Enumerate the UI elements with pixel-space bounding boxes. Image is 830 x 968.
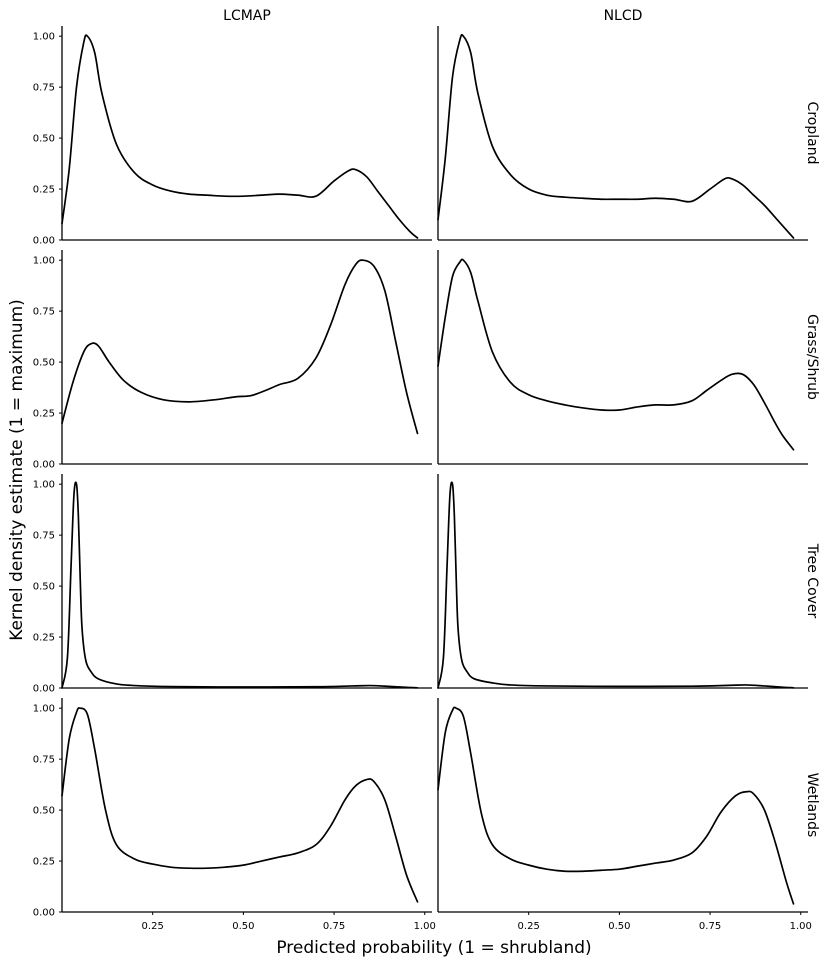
x-tick-label: 0.75	[699, 921, 721, 932]
row-label-tree-cover: Tree Cover	[804, 543, 820, 619]
density-curve-lcmap-cropland	[61, 34, 419, 239]
density-curve-lcmap-tree-cover	[61, 481, 419, 689]
y-tick-label: 0.75	[33, 531, 55, 542]
y-tick-label: 1.00	[33, 256, 55, 267]
y-tick-label: 0.50	[33, 582, 55, 593]
y-tick-label: 0.75	[33, 307, 55, 318]
y-tick-label: 1.00	[33, 32, 55, 43]
y-tick-label: 0.00	[33, 460, 55, 471]
density-curve-nlcd-cropland	[437, 33, 795, 239]
x-tick-label: 0.25	[142, 921, 164, 932]
x-tick-label: 1.00	[414, 921, 436, 932]
y-tick-label: 0.75	[33, 755, 55, 766]
row-label-wetlands: Wetlands	[804, 773, 820, 838]
panel-nlcd-tree-cover	[437, 474, 808, 689]
y-tick-label: 0.50	[33, 358, 55, 369]
panel-lcmap-tree-cover: 0.00 0.25 0.50 0.75 1.00	[33, 474, 432, 695]
y-tick-label: 0.25	[33, 185, 55, 196]
y-tick-label: 0.00	[33, 236, 55, 247]
panel-lcmap-wetlands: 0.00 0.25 0.50 0.75 1.00 0.25 0.50 0.75 1.00	[33, 698, 436, 932]
column-label-nlcd: NLCD	[604, 8, 643, 24]
x-tick-label: 0.75	[323, 921, 345, 932]
panel-nlcd-grass-shrub	[437, 250, 808, 465]
y-tick-label: 0.50	[33, 134, 55, 145]
panel-nlcd-wetlands: 0.25 0.50 0.75 1.00	[437, 698, 812, 932]
density-curve-nlcd-tree-cover	[437, 481, 795, 689]
density-curve-nlcd-wetlands	[437, 706, 795, 905]
y-tick-label: 0.25	[33, 409, 55, 420]
x-tick-label: 0.50	[608, 921, 630, 932]
y-tick-label: 0.00	[33, 684, 55, 695]
panel-nlcd-cropland	[437, 26, 808, 241]
y-tick-label: 0.75	[33, 83, 55, 94]
row-label-cropland: Cropland	[804, 102, 820, 165]
x-tick-label: 0.25	[518, 921, 540, 932]
density-curve-lcmap-grass-shrub	[61, 259, 419, 435]
y-tick-label: 1.00	[33, 480, 55, 491]
x-tick-label: 0.50	[232, 921, 254, 932]
panels-grid: LCMAP NLCD Cropland Grass/Shrub Tree Cover We…	[33, 8, 820, 932]
panel-lcmap-cropland: 0.00 0.25 0.50 0.75 1.00	[33, 26, 432, 247]
y-tick-label: 1.00	[33, 704, 55, 715]
x-axis-title: Predicted probability (1 = shrubland)	[276, 938, 591, 958]
column-label-lcmap: LCMAP	[223, 8, 271, 24]
y-tick-label: 0.50	[33, 806, 55, 817]
density-curve-lcmap-wetlands	[61, 707, 419, 903]
row-label-grass-shrub: Grass/Shrub	[804, 314, 820, 400]
y-tick-label: 0.00	[33, 908, 55, 919]
density-curve-nlcd-grass-shrub	[437, 258, 795, 451]
panel-lcmap-grass-shrub: 0.00 0.25 0.50 0.75 1.00	[33, 250, 432, 471]
x-tick-label: 1.00	[790, 921, 812, 932]
y-axis-title: Kernel density estimate (1 = maximum)	[7, 299, 27, 641]
y-tick-label: 0.25	[33, 633, 55, 644]
y-tick-label: 0.25	[33, 857, 55, 868]
